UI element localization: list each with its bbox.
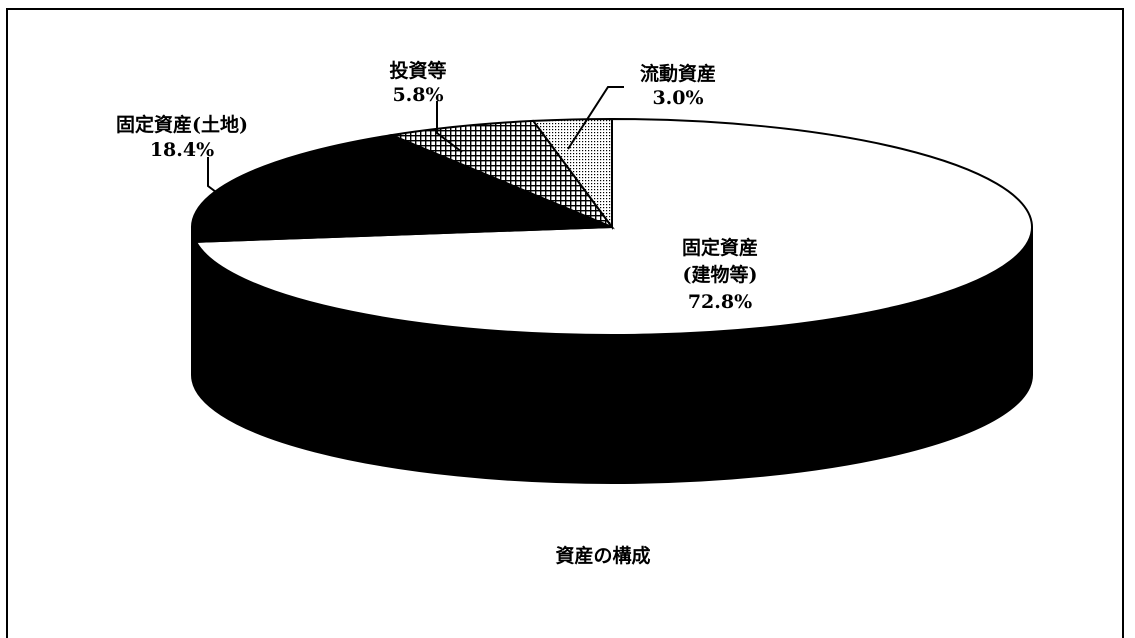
slice-label-line: 投資等 xyxy=(389,59,446,82)
slice-label-line: 3.0% xyxy=(652,87,703,109)
slice-label: 固定資産 (建物等) 72.8% xyxy=(682,236,758,313)
leader-line xyxy=(207,157,237,208)
slice-label-line: 18.4% xyxy=(150,139,214,161)
pie-slice xyxy=(191,134,613,243)
leader-line xyxy=(436,101,463,153)
slice-label: 固定資産(土地) 18.4% xyxy=(116,113,248,161)
chart-frame xyxy=(6,8,1124,638)
leader-line xyxy=(567,86,624,150)
pie-slice xyxy=(387,119,615,230)
chart-title: 資産の構成 xyxy=(555,544,650,567)
pie-leaders xyxy=(207,86,624,208)
slice-label-line: 固定資産(土地) xyxy=(116,113,248,136)
slice-label-line: 5.8% xyxy=(392,84,443,106)
pie-slice xyxy=(531,117,613,231)
slice-label: 流動資産 3.0% xyxy=(640,62,716,109)
slice-label-line: 72.8% xyxy=(688,291,752,313)
pie-labels: 固定資産 (建物等) 72.8% 固定資産(土地) 18.4% 投資等 5.8% 流動資産 3.… xyxy=(116,59,758,313)
pie-slice xyxy=(194,117,1033,336)
slice-label-line: 流動資産 xyxy=(640,62,716,85)
slice-label-line: 固定資産 xyxy=(682,236,758,259)
slice-label: 投資等 5.8% xyxy=(389,59,446,106)
slice-label-line: (建物等) xyxy=(683,263,758,286)
pie-top xyxy=(191,117,1033,336)
